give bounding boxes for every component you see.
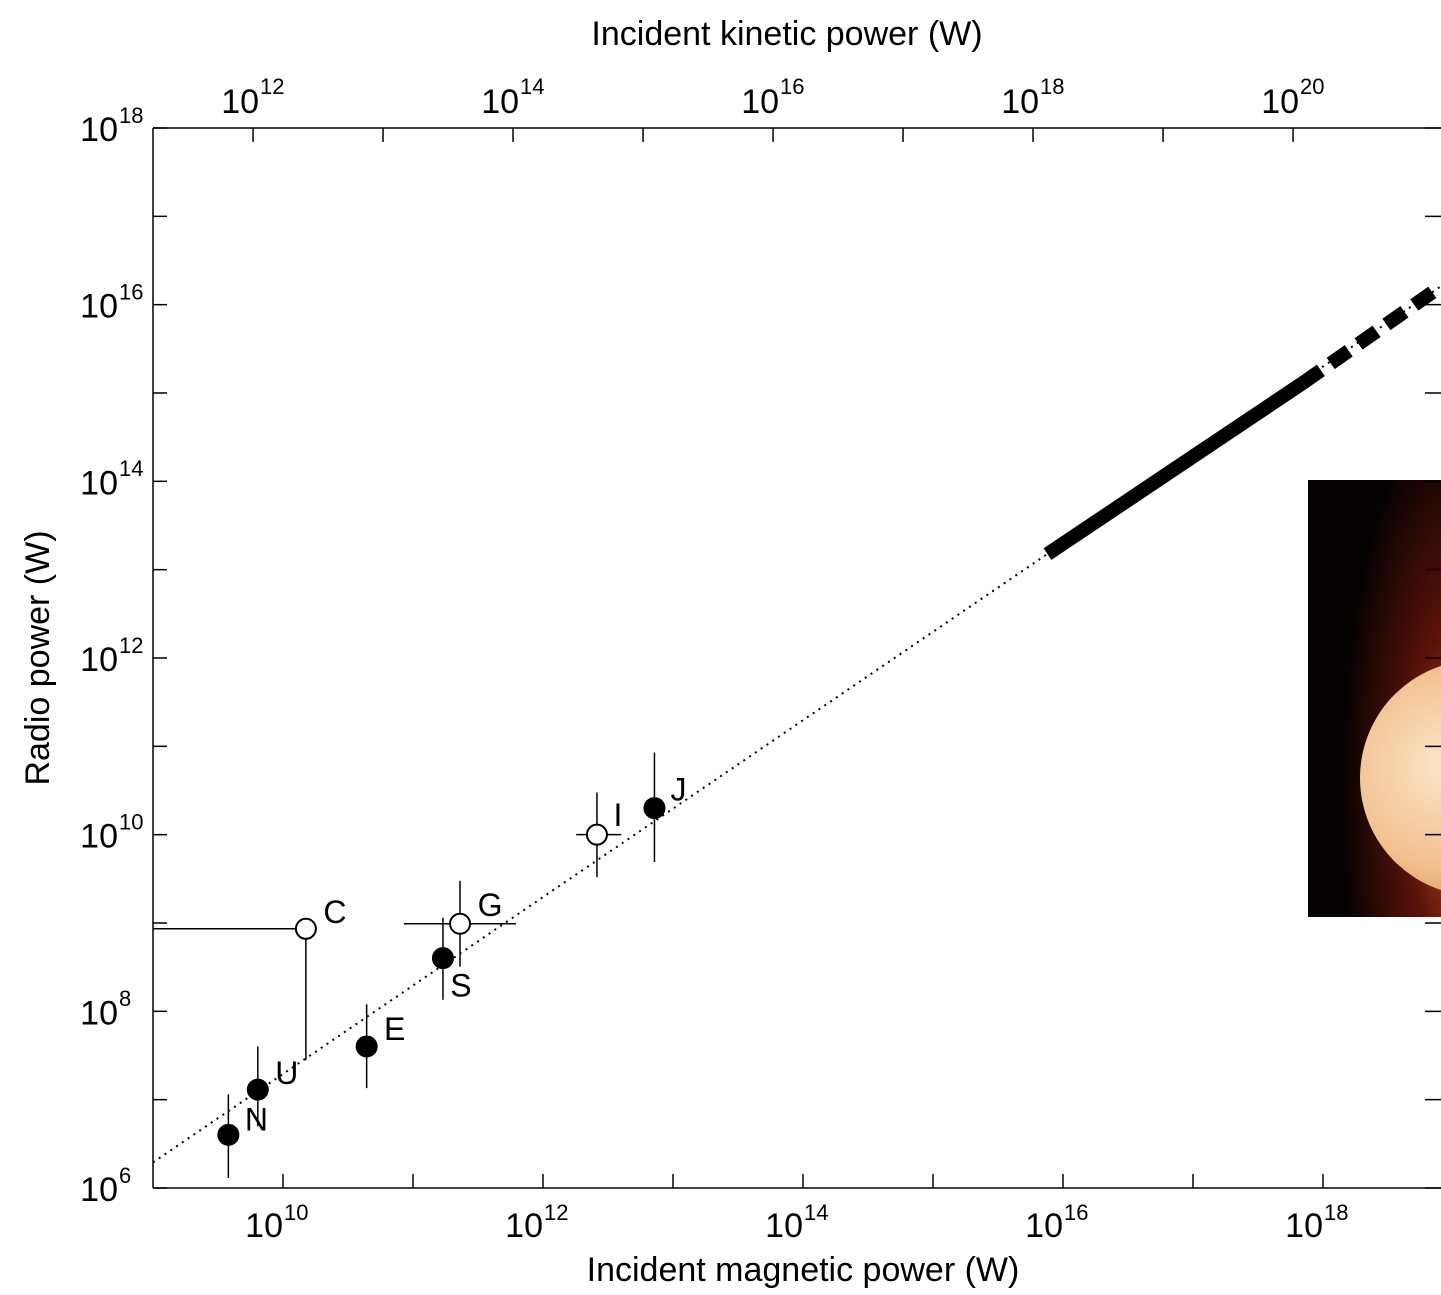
fit-line — [152, 285, 1441, 1164]
y-tick-exponent: 10 — [119, 809, 143, 834]
point — [449, 912, 472, 935]
y-tick-label: 10 — [80, 641, 118, 679]
x2-tick-label: 10 — [481, 83, 519, 121]
point — [355, 1035, 378, 1058]
fit-line — [1043, 377, 1307, 560]
point-label: C — [323, 894, 346, 930]
x2-tick-label: 10 — [1261, 83, 1299, 121]
point-label: N — [245, 1101, 268, 1137]
x-tick-label: 10 — [1285, 1207, 1323, 1245]
y-tick-label: 10 — [80, 288, 118, 326]
y-tick-label: 10 — [80, 464, 118, 502]
y-tick-exponent: 12 — [119, 633, 143, 658]
point-label: U — [275, 1055, 298, 1091]
x2-tick-label: 10 — [221, 83, 259, 121]
point — [217, 1123, 240, 1146]
x2-tick-exponent: 14 — [520, 74, 544, 99]
point — [643, 797, 666, 820]
x2-axis-title: Incident kinetic power (W) — [591, 15, 982, 53]
y-tick-label: 10 — [80, 111, 118, 149]
point — [294, 917, 317, 940]
x-tick-label: 10 — [765, 1207, 803, 1245]
x-tick-exponent: 18 — [1324, 1200, 1348, 1225]
x-tick-label: 10 — [505, 1207, 543, 1245]
x-tick-exponent: 10 — [284, 1200, 308, 1225]
point-label: G — [478, 887, 503, 923]
y-tick-label: 10 — [80, 1171, 118, 1209]
point — [431, 947, 454, 970]
point — [246, 1078, 269, 1101]
x-tick-label: 10 — [245, 1207, 283, 1245]
point-label: J — [670, 772, 686, 808]
x2-tick-exponent: 18 — [1040, 74, 1064, 99]
x-tick-label: 10 — [1025, 1207, 1063, 1245]
y-axis-title: Radio power (W) — [19, 530, 57, 785]
y-tick-exponent: 8 — [119, 986, 131, 1011]
inset-image — [1308, 480, 1441, 917]
x2-tick-exponent: 12 — [260, 74, 284, 99]
point-label: E — [384, 1011, 405, 1047]
y-tick-exponent: 16 — [119, 279, 143, 304]
y-tick-exponent: 6 — [119, 1163, 131, 1188]
fit-line — [1298, 280, 1441, 389]
x-tick-exponent: 12 — [544, 1200, 568, 1225]
x-tick-exponent: 14 — [804, 1200, 828, 1225]
y-tick-label: 10 — [80, 994, 118, 1032]
point-label: S — [450, 968, 471, 1004]
x2-tick-label: 10 — [1001, 83, 1039, 121]
x2-tick-exponent: 20 — [1300, 74, 1324, 99]
y-tick-exponent: 14 — [119, 456, 143, 481]
x-tick-exponent: 16 — [1064, 1200, 1088, 1225]
x2-tick-label: 10 — [741, 83, 779, 121]
point — [585, 823, 608, 846]
x-axis-title: Incident magnetic power (W) — [587, 1251, 1020, 1289]
point-label: I — [614, 797, 623, 833]
x2-tick-exponent: 16 — [780, 74, 804, 99]
y-tick-exponent: 18 — [119, 103, 143, 128]
y-tick-label: 10 — [80, 818, 118, 856]
